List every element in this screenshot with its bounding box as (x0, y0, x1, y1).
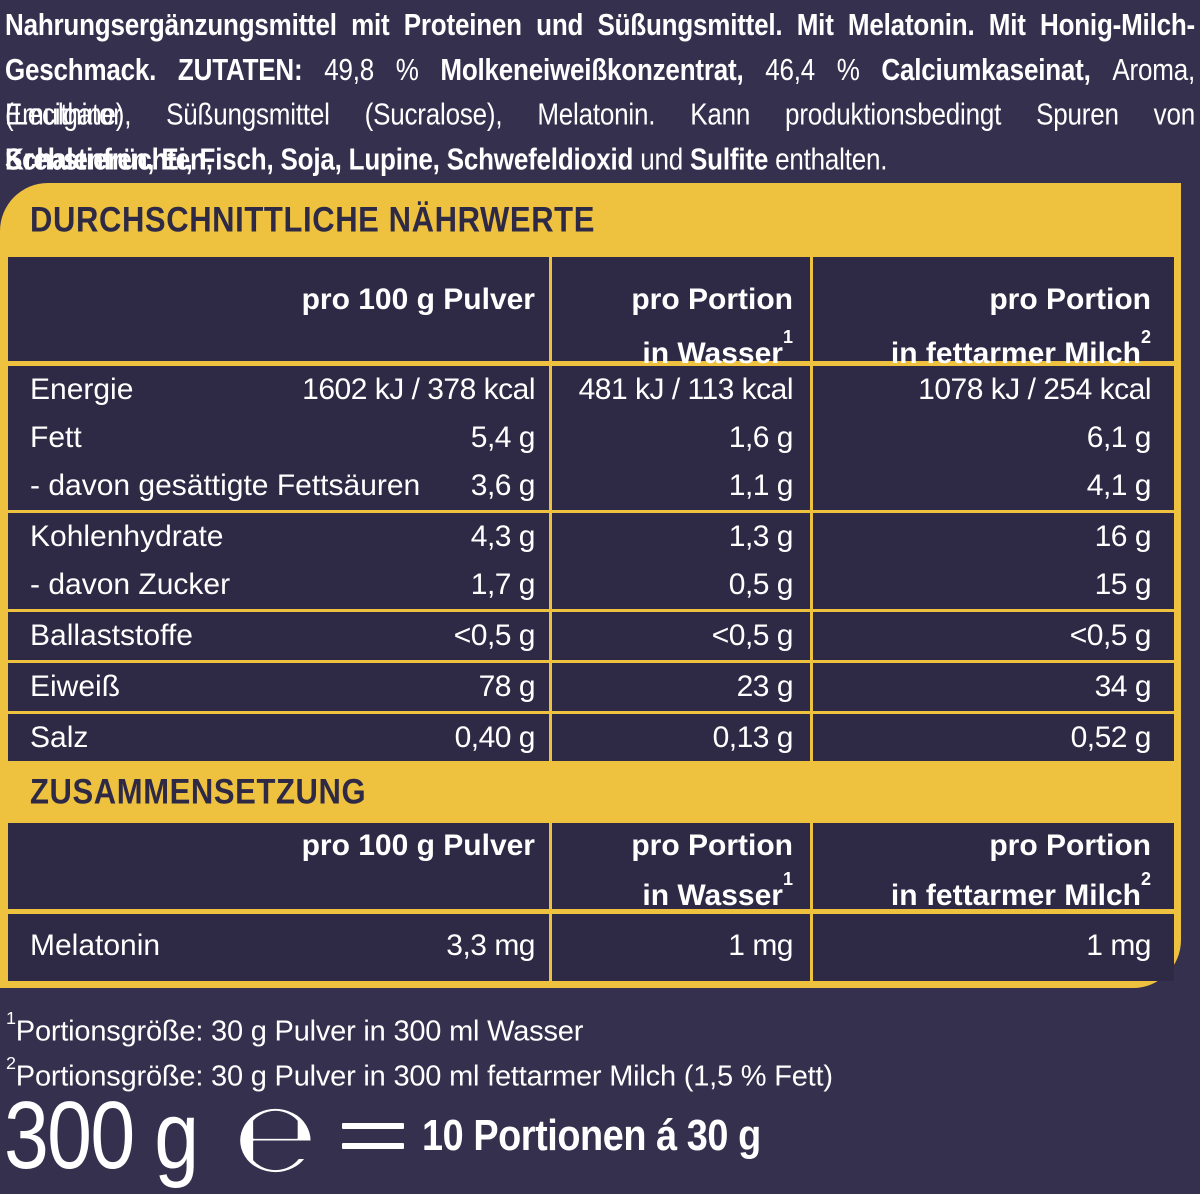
table-row-zucker: - davon Zucker 1,7 g 0,5 g 15 g (8, 561, 1174, 609)
column-header-per-portion-water: pro Portion in Wasser1 (631, 829, 793, 912)
intro-line: Nahrungsergänzungsmittel mit Proteinen u… (5, 6, 1195, 43)
row-value: 34 g (1094, 670, 1152, 703)
net-weight: 300 g (4, 1082, 199, 1189)
footnote-marker: 1 (782, 327, 793, 347)
row-label: Fett (30, 421, 82, 454)
footnote-marker: 1 (782, 869, 793, 889)
column-header-per-portion-milk: pro Portion in fettarmer Milch2 (890, 829, 1151, 912)
nutrition-box: DURCHSCHNITTLICHE NÄHRWERTE pro 100 g Pu… (0, 183, 1181, 988)
composition-title: ZUSAMMENSETZUNG (0, 761, 1173, 823)
row-value: 6,1 g (1086, 421, 1152, 454)
intro-line: (Lecithine), Süßungsmittel (Sucralose), … (5, 96, 1195, 177)
nutrition-title: DURCHSCHNITTLICHE NÄHRWERTE (0, 183, 1173, 257)
header-divider (8, 361, 1174, 366)
table-row-gesaettigte-fettsaeuren: - davon gesättigte Fettsäuren 3,6 g 1,1 g… (8, 462, 1174, 510)
row-value: <0,5 g (1069, 619, 1152, 652)
row-value: 78 g (478, 670, 536, 703)
row-label: - davon gesättigte Fettsäuren (30, 469, 421, 502)
footnote-marker: 1 (6, 1007, 16, 1028)
row-value: 16 g (1094, 520, 1152, 553)
row-value: 1,6 g (728, 421, 794, 454)
table-row-kohlenhydrate: Kohlenhydrate 4,3 g 1,3 g 16 g (8, 513, 1174, 561)
row-label: Salz (30, 721, 89, 754)
table-row-melatonin: Melatonin 3,3 mg 1 mg 1 mg (8, 914, 1174, 978)
equals-icon (342, 1123, 405, 1149)
header-divider (8, 909, 1174, 914)
row-value: 0,13 g (712, 721, 794, 754)
table-row-eiweiss: Eiweiß 78 g 23 g 34 g (8, 663, 1174, 711)
row-label: Kohlenhydrate (30, 520, 224, 553)
row-label: Energie (30, 373, 134, 406)
row-label: Eiweiß (30, 670, 121, 703)
row-separator (8, 660, 1174, 663)
row-value: 4,3 g (470, 520, 536, 553)
row-value: 1,3 g (728, 520, 794, 553)
row-value: 0,40 g (454, 721, 536, 754)
composition-table: pro 100 g Pulver pro Portion in Wasser1 … (8, 823, 1174, 981)
intro-line: Geschmack. ZUTATEN: 49,8 % Molkeneiweißk… (5, 51, 1195, 132)
row-label: Melatonin (30, 929, 161, 962)
row-value: 4,1 g (1086, 469, 1152, 502)
row-value: 1602 kJ / 378 kcal (302, 373, 535, 406)
nutrition-table: pro 100 g Pulver pro Portion in Wasser1 … (8, 257, 1174, 761)
table-row-fett: Fett 5,4 g 1,6 g 6,1 g (8, 414, 1174, 462)
table-row-energie: Energie 1602 kJ / 378 kcal 481 kJ / 113 k… (8, 366, 1174, 414)
estimated-sign-icon: ℮ (234, 1082, 317, 1194)
nutrition-title-text: DURCHSCHNITTLICHE NÄHRWERTE (30, 199, 595, 240)
footnote-marker: 2 (6, 1052, 16, 1073)
row-label: Ballaststoffe (30, 619, 193, 652)
row-value: 3,6 g (470, 469, 536, 502)
column-divider (810, 257, 813, 761)
table-row-ballaststoffe: Ballaststoffe <0,5 g <0,5 g <0,5 g (8, 612, 1174, 660)
intro-line: Krebstieren, Ei, Fisch, Soja, Lupine, Sc… (5, 141, 888, 177)
column-header-per-portion-milk: pro Portion in fettarmer Milch2 (890, 283, 1151, 370)
footnote-marker: 2 (1140, 327, 1151, 347)
column-header-per-portion-water: pro Portion in Wasser1 (631, 283, 793, 370)
row-value: 1,7 g (470, 568, 536, 601)
column-header-per-100g: pro 100 g Pulver (301, 283, 535, 316)
column-header-per-100g: pro 100 g Pulver (301, 829, 535, 862)
row-label: - davon Zucker (30, 568, 231, 601)
composition-table-header: pro 100 g Pulver pro Portion in Wasser1 … (8, 823, 1174, 912)
footnote-marker: 2 (1140, 869, 1151, 889)
row-value: 1,1 g (728, 469, 794, 502)
row-value: 0,5 g (728, 568, 794, 601)
table-row-salz: Salz 0,40 g 0,13 g 0,52 g (8, 714, 1174, 762)
footnote-1: 1Portionsgröße: 30 g Pulver in 300 ml Wa… (6, 1007, 584, 1048)
row-value: <0,5 g (453, 619, 536, 652)
row-value: 1 mg (1086, 929, 1151, 962)
row-value: 1 mg (728, 929, 793, 962)
column-divider (549, 823, 552, 981)
row-separator (8, 711, 1174, 714)
row-value: 5,4 g (470, 421, 536, 454)
row-value: 0,52 g (1070, 721, 1152, 754)
nutrition-table-header: pro 100 g Pulver pro Portion in Wasser1 … (8, 257, 1174, 370)
row-value: 23 g (736, 670, 794, 703)
footnotes: 1Portionsgröße: 30 g Pulver in 300 ml Wa… (6, 1002, 833, 1093)
composition-title-text: ZUSAMMENSETZUNG (30, 771, 367, 812)
column-divider (810, 823, 813, 981)
portions-text: 10 Portionen á 30 g (422, 1111, 762, 1160)
net-weight-row: 300 g ℮ 10 Portionen á 30 g (4, 1082, 816, 1194)
row-value: 15 g (1094, 568, 1152, 601)
row-value: 3,3 mg (446, 929, 535, 962)
row-value: 1078 kJ / 254 kcal (918, 373, 1151, 406)
row-separator (8, 510, 1174, 513)
column-divider (549, 257, 552, 761)
intro-text: Nahrungsergänzungsmittel mit Proteinen u… (5, 2, 1195, 181)
row-value: <0,5 g (711, 619, 794, 652)
footnote-2: 2Portionsgröße: 30 g Pulver in 300 ml fe… (6, 1052, 833, 1093)
row-value: 481 kJ / 113 kcal (578, 373, 794, 406)
row-separator (8, 609, 1174, 612)
